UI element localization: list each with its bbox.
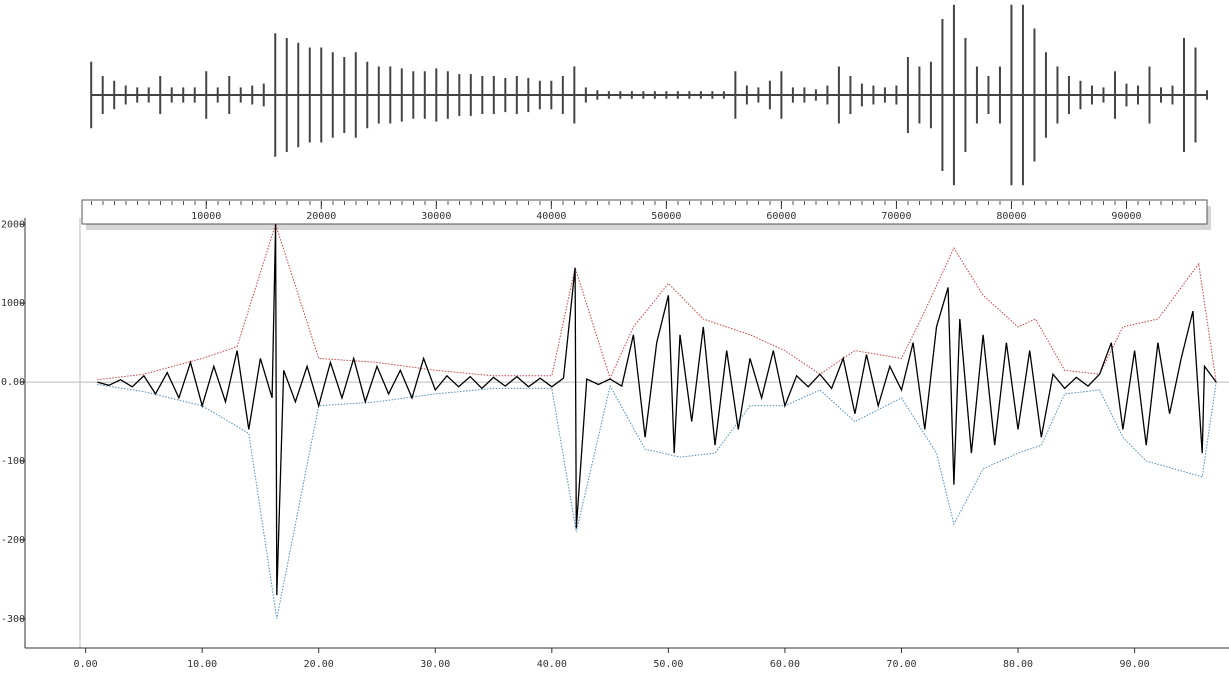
ruler-tick-label: 90000 [1111,211,1141,222]
ruler-tick-label: 60000 [766,211,796,222]
x-tick-label: 70.00 [886,659,916,670]
x-tick-label: 40.00 [537,659,567,670]
ruler-tick-label: 20000 [306,211,336,222]
x-tick-label: 10.00 [187,659,217,670]
y-tick-label: -300 [1,614,25,625]
ruler-tick-label: 80000 [996,211,1026,222]
y-tick-label: -200 [1,535,25,546]
ruler-tick-label: 10000 [191,211,221,222]
y-tick-label: 2000 [1,219,25,230]
y-tick-label: 1000 [1,298,25,309]
x-tick-label: 60.00 [770,659,800,670]
ruler-tick-label: 70000 [881,211,911,222]
ruler-tick-label: 30000 [421,211,451,222]
x-tick-label: 20.00 [304,659,334,670]
x-tick-label: 50.00 [653,659,683,670]
x-tick-label: 30.00 [420,659,450,670]
x-tick-label: 80.00 [1003,659,1033,670]
ruler-tick-label: 40000 [536,211,566,222]
ruler-minor-ticks [82,201,1207,206]
signal-line [97,382,1217,619]
x-tick-label: 0.00 [74,659,98,670]
y-tick-label: 0.00 [1,377,25,388]
signal-line [97,224,1217,596]
x-tick-label: 90.00 [1120,659,1150,670]
signal-line [97,222,1217,383]
y-tick-label: -100 [1,456,25,467]
ruler-tick-label: 50000 [651,211,681,222]
